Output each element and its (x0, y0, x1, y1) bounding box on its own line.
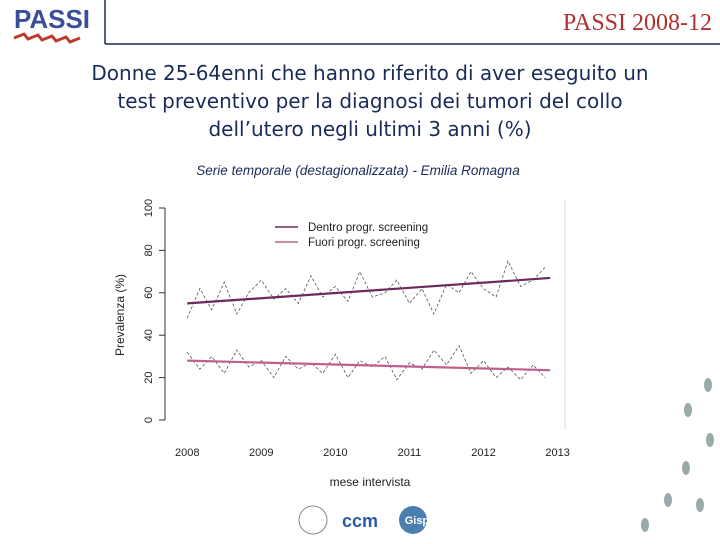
raw-line (186, 259, 546, 319)
y-tick-label: 40 (143, 329, 155, 341)
logo-mark (13, 32, 81, 44)
trend-line (187, 359, 551, 372)
logo-ccm: ccm (342, 511, 378, 531)
legend-label: Dentro progr. screening (308, 222, 428, 234)
x-tick-label: 2012 (471, 447, 495, 459)
x-tick-label: 2013 (545, 447, 569, 459)
raw-line (186, 344, 546, 381)
y-tick-label: 0 (143, 417, 155, 423)
x-axis-title: mese intervista (330, 475, 411, 489)
y-tick-label: 20 (143, 371, 155, 383)
decoration (641, 378, 714, 532)
x-tick-label: 2008 (175, 447, 199, 459)
x-tick-label: 2011 (398, 447, 422, 459)
header-title: PASSI 2008-12 (563, 10, 712, 36)
chart-subtitle: Serie temporale (destagionalizzata) - Em… (196, 163, 520, 178)
y-tick-label: 80 (143, 244, 155, 256)
legend-label: Fuori progr. screening (308, 237, 420, 249)
logo-circle (399, 506, 427, 534)
logo-seal (298, 505, 328, 535)
x-tick-label: 2010 (323, 447, 347, 459)
y-axis-title: Prevalenza (%) (113, 274, 127, 356)
header-band (105, 0, 720, 44)
chart-title: Donne 25-64enni che hanno riferito di av… (91, 61, 648, 141)
trend-line (187, 276, 551, 305)
x-tick-label: 2009 (249, 447, 273, 459)
logo: PASSI (14, 4, 90, 34)
logo-gisps: Gisps (405, 515, 436, 527)
y-tick-label: 60 (143, 287, 155, 299)
y-tick-label: 100 (143, 199, 155, 217)
